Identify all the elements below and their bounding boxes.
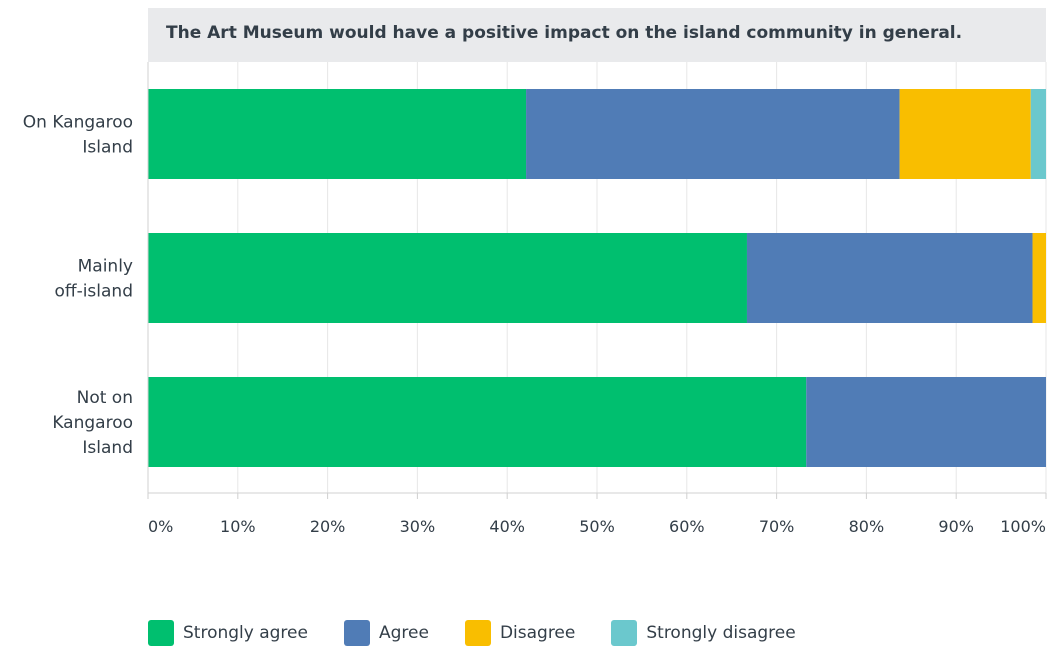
bar-segment[interactable] [899,89,1031,179]
bar-segment[interactable] [746,233,1033,323]
category-label: Not on Kangaroo Island [52,388,133,458]
legend-label: Agree [378,623,429,643]
bar-segment[interactable] [148,89,527,179]
legend-swatch [464,620,491,646]
x-tick-label: 10% [220,517,256,536]
x-tick-label: 20% [310,517,346,536]
chart-title: The Art Museum would have a positive imp… [166,23,963,43]
legend-label: Disagree [499,623,576,643]
legend: Strongly agree Agree Disagree Strongly disa… [148,620,832,646]
legend-item[interactable]: Strongly agree [148,620,308,646]
x-tick-label: 90% [938,517,974,536]
legend-item[interactable]: Agree [343,620,429,646]
x-tick-label: 40% [489,517,525,536]
bar-segment[interactable] [148,233,747,323]
legend-swatch [611,620,638,646]
legend-swatch [148,620,174,646]
x-tick-label: 0% [148,517,173,536]
legend-item[interactable]: Strongly disagree [611,620,796,646]
legend-swatch [343,620,370,646]
chart-plot: 0% 10% 20% 30% 40% 50% 60% 70% 80% 90% 100% On Kang… [23,62,1047,536]
bar-segment[interactable] [1030,89,1046,179]
bar-segment[interactable] [148,377,807,467]
bar-segment[interactable] [806,377,1046,467]
legend-item[interactable]: Disagree [464,620,576,646]
legend-label: Strongly agree [183,623,308,643]
x-tick-label: 60% [669,517,705,536]
x-tick-label: 30% [400,517,436,536]
x-tick-label: 50% [579,517,615,536]
chart-title-bar: The Art Museum would have a positive imp… [148,8,1046,62]
legend-label: Strongly disagree [646,623,796,643]
x-tick-label: 80% [849,517,885,536]
x-tick-label: 70% [759,517,795,536]
bar-segment[interactable] [526,89,900,179]
bar-segment[interactable] [1032,233,1046,323]
x-tick-label: 100% [1000,517,1046,536]
category-label: Mainly off-island [54,257,133,302]
category-label: On Kangaroo Island [23,113,133,158]
